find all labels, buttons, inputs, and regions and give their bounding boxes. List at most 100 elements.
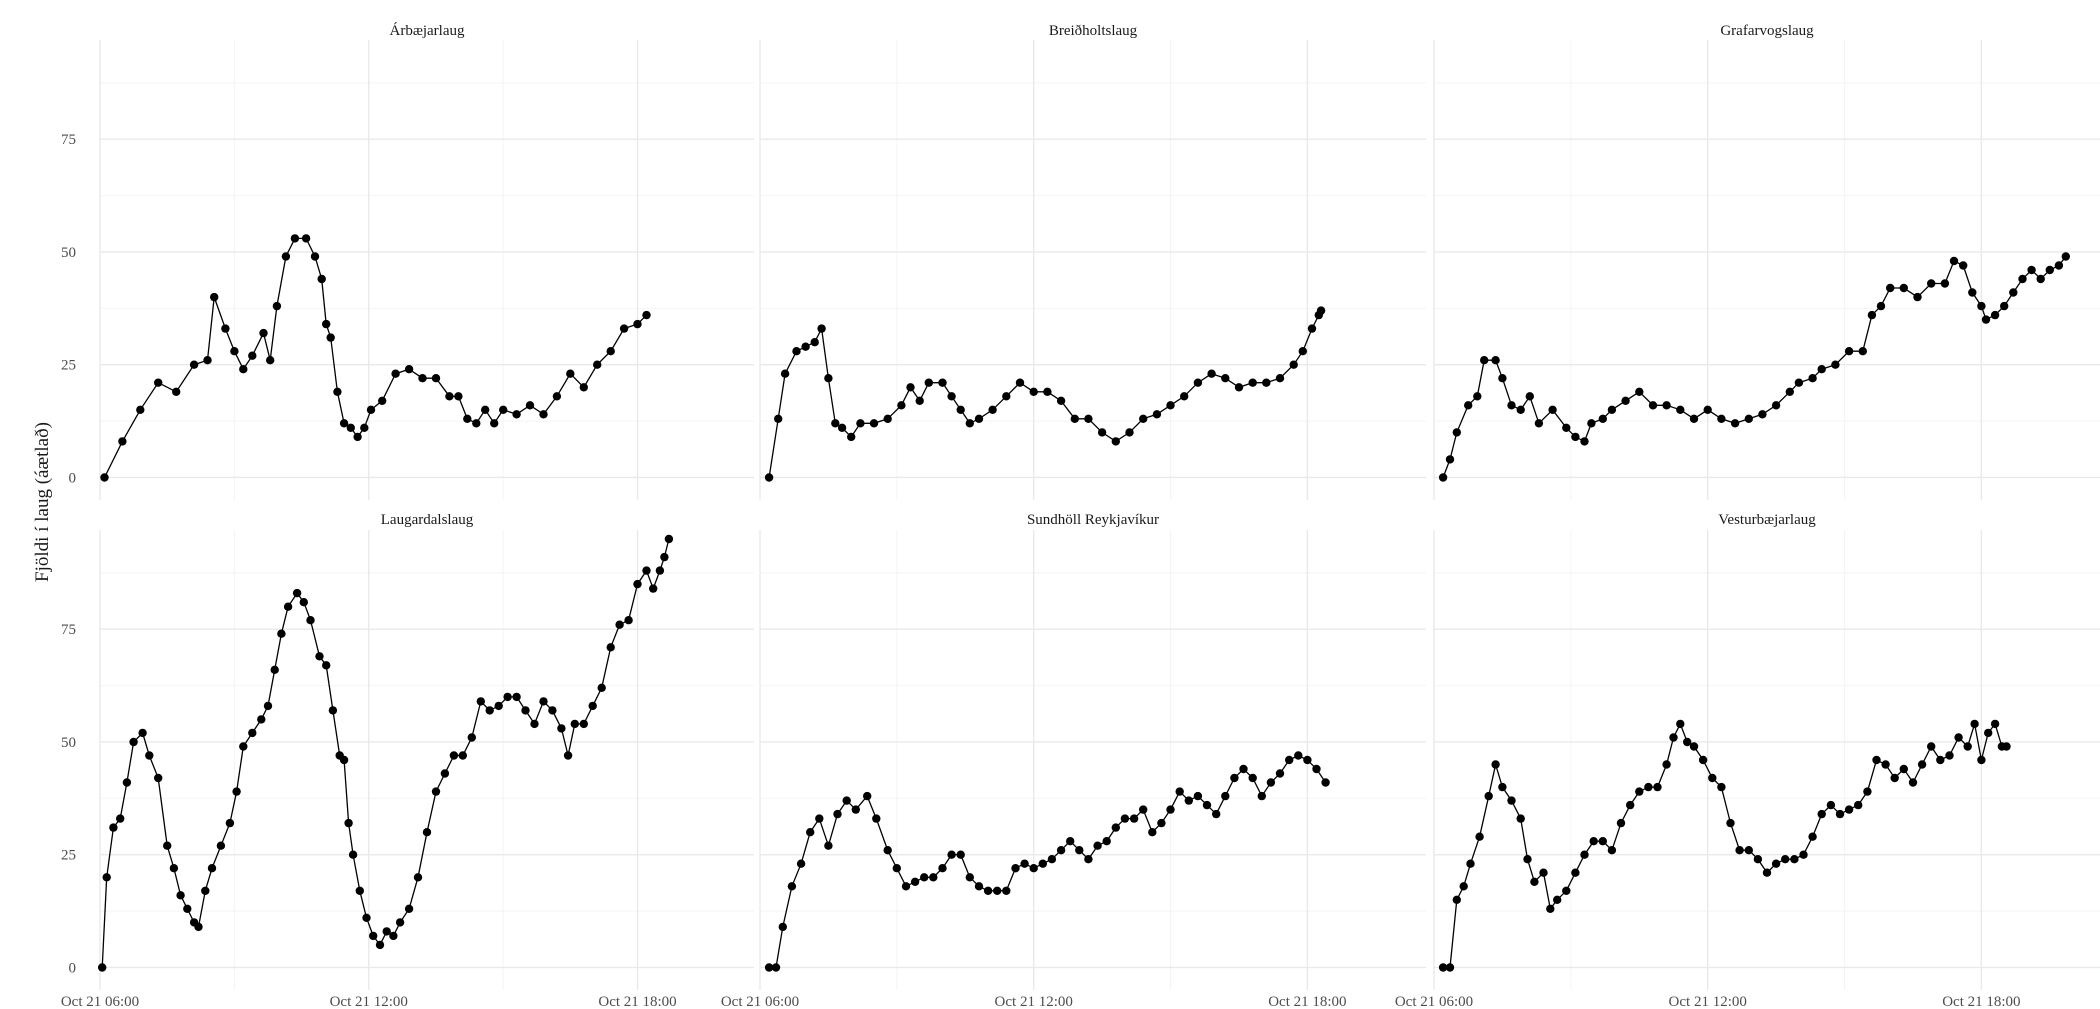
data-point (221, 324, 230, 333)
data-point (633, 579, 642, 589)
data-point (965, 419, 974, 428)
data-point (494, 701, 503, 711)
data-point (138, 728, 147, 738)
data-point (1438, 963, 1448, 972)
data-point (422, 828, 432, 837)
y-tick-label: 0 (69, 470, 77, 486)
data-point (270, 665, 279, 674)
data-point (1230, 773, 1239, 783)
data-point (485, 706, 494, 715)
data-point (122, 778, 132, 787)
data-point (901, 882, 911, 891)
data-point (1644, 782, 1653, 792)
data-point (1717, 782, 1726, 792)
data-point (792, 347, 801, 356)
data-point (1876, 301, 1886, 311)
series-line (101, 538, 670, 968)
data-point (281, 252, 291, 261)
data-point (1029, 387, 1038, 396)
data-point (906, 383, 915, 392)
data-point (1475, 832, 1484, 841)
data-point (1808, 832, 1817, 841)
x-tick-label: Oct 21 06:00 (1395, 994, 1473, 1009)
data-point (1854, 800, 1863, 810)
data-point (1635, 387, 1644, 396)
data-point (1794, 378, 1804, 387)
data-point (503, 692, 512, 702)
data-point (1808, 374, 1817, 383)
data-point (183, 904, 192, 913)
data-point (1459, 882, 1468, 891)
data-point (833, 809, 842, 819)
data-point (1047, 855, 1057, 864)
data-point (649, 584, 658, 593)
data-point (824, 841, 833, 850)
data-point (1968, 288, 1977, 297)
data-point (1097, 428, 1107, 437)
data-point (1963, 742, 1972, 751)
data-point (947, 392, 956, 401)
data-point (299, 598, 308, 607)
data-point (322, 661, 331, 670)
data-point (207, 864, 217, 873)
data-point (98, 963, 107, 972)
x-tick-label: Oct 21 12:00 (330, 994, 408, 1009)
data-point (1307, 324, 1317, 333)
data-point (1084, 855, 1093, 864)
data-point (1698, 755, 1708, 765)
x-tick-label: Oct 21 18:00 (598, 994, 676, 1009)
data-point (1484, 791, 1493, 801)
data-point (771, 963, 781, 972)
facet-panel: Vesturbæjarlaug Oct 21 06:00 Oct 21 12:00 O… (1395, 512, 2100, 1009)
y-tick-label: 25 (61, 358, 76, 374)
data-point (259, 328, 268, 338)
data-point (1621, 396, 1630, 405)
data-point (292, 588, 302, 598)
data-point (588, 701, 597, 711)
data-point (915, 396, 924, 405)
data-point (1562, 886, 1571, 895)
data-point (1516, 814, 1525, 823)
data-point (1881, 760, 1890, 769)
data-point (1771, 859, 1781, 868)
data-point (1516, 405, 1525, 414)
data-point (1266, 778, 1276, 787)
data-point (1936, 755, 1945, 765)
data-point (597, 683, 606, 692)
data-point (362, 913, 371, 922)
data-point (369, 931, 378, 941)
data-point (1981, 315, 1991, 324)
data-point (1066, 837, 1075, 846)
data-point (1498, 374, 1507, 383)
data-point (1184, 796, 1194, 805)
data-point (764, 473, 774, 482)
data-point (1221, 374, 1230, 383)
data-point (418, 374, 427, 383)
data-point (290, 234, 300, 243)
data-point (317, 274, 326, 284)
data-point (1180, 392, 1189, 401)
data-point (445, 392, 454, 401)
data-point (169, 864, 179, 873)
data-point (929, 873, 938, 882)
data-point (817, 324, 826, 333)
data-point (1285, 755, 1294, 765)
data-point (1598, 414, 1608, 423)
data-point (1863, 787, 1872, 796)
data-point (1275, 374, 1285, 383)
data-point (512, 410, 521, 419)
data-point (525, 401, 535, 410)
data-point (570, 719, 579, 729)
data-point (1111, 823, 1121, 832)
x-tick-label: Oct 21 06:00 (721, 994, 799, 1009)
data-point (1303, 755, 1312, 765)
data-point (225, 818, 235, 828)
data-point (1452, 895, 1462, 904)
data-point (883, 846, 892, 855)
data-point (787, 882, 797, 891)
data-point (910, 877, 920, 886)
data-point (1525, 392, 1535, 401)
data-point (539, 410, 548, 419)
data-point (1491, 760, 1500, 769)
series-line (769, 754, 1327, 969)
